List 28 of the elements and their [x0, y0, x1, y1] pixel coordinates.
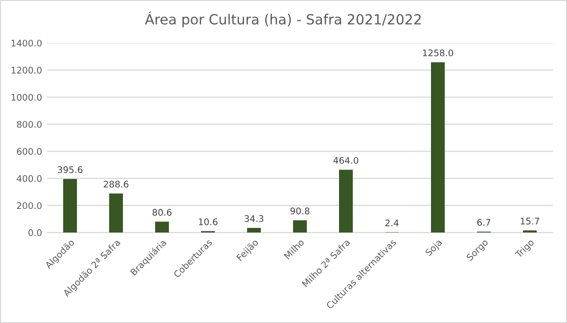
data-label: 395.6 — [58, 166, 82, 174]
bar — [293, 220, 307, 233]
y-tick-label: 1400.0 — [12, 40, 42, 47]
y-tick-label: 800.0 — [16, 120, 42, 128]
bar — [109, 193, 123, 233]
data-label: 15.7 — [520, 218, 540, 225]
data-label: 464.0 — [333, 156, 358, 164]
y-tick-label: 0.0 — [28, 229, 42, 236]
y-tick-label: 200.0 — [17, 202, 42, 210]
y-tick-label: 600.0 — [16, 148, 42, 155]
bar — [247, 228, 261, 233]
bar — [430, 62, 445, 233]
chart-title: Área por Cultura (ha) - Safra 2021/2022 — [144, 12, 421, 28]
bar — [155, 222, 169, 233]
data-label: 80.6 — [152, 208, 172, 216]
data-label: 10.6 — [198, 218, 218, 226]
data-label: 288.6 — [104, 180, 128, 188]
y-tick-label: 1000.0 — [12, 94, 42, 101]
data-label: 1258.0 — [423, 49, 454, 56]
data-label: 90.8 — [290, 208, 310, 214]
y-tick-label: 1200.0 — [12, 66, 42, 74]
bar — [339, 170, 353, 233]
bar — [63, 178, 77, 233]
y-tick-label: 400.0 — [16, 175, 42, 182]
data-label: 2.4 — [385, 219, 399, 226]
bar — [522, 230, 537, 233]
data-label: 34.3 — [244, 215, 264, 222]
data-label: 6.7 — [477, 218, 490, 226]
